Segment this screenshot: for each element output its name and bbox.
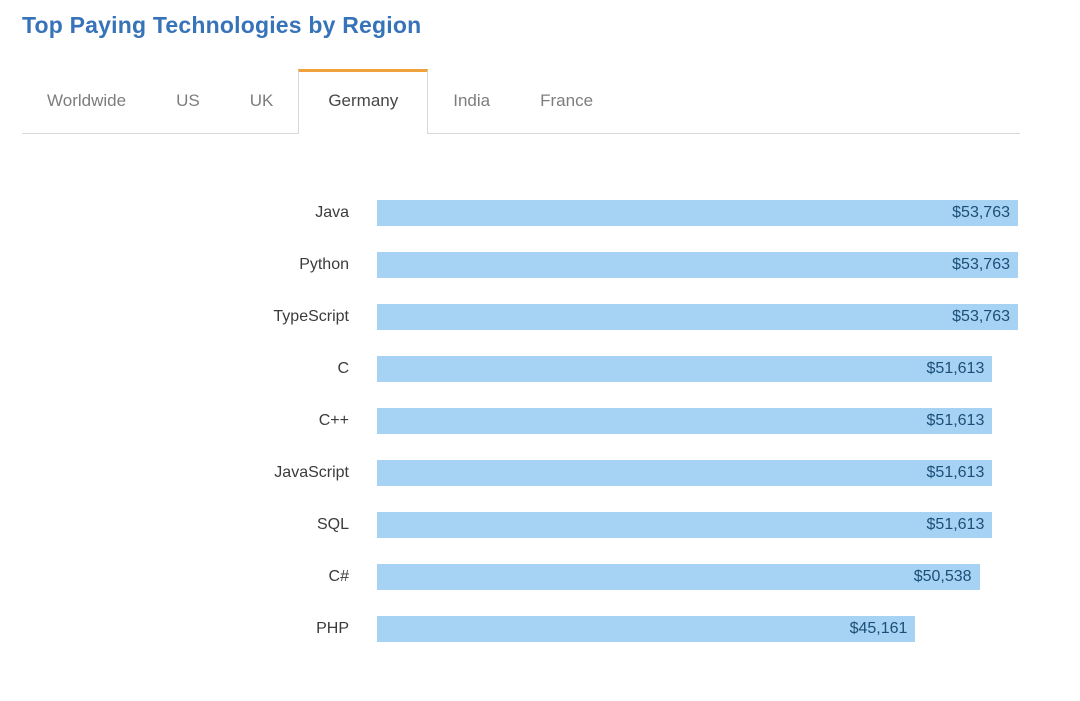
- chart-row: C $51,613: [0, 356, 1080, 382]
- tab-worldwide[interactable]: Worldwide: [47, 91, 127, 110]
- bar: $53,763: [377, 200, 1018, 226]
- bar: $45,161: [377, 616, 916, 642]
- bar: $53,763: [377, 252, 1018, 278]
- tab-uk[interactable]: UK: [249, 91, 274, 110]
- chart-row: C++ $51,613: [0, 408, 1080, 434]
- bar-track: $53,763: [377, 252, 1018, 278]
- region-tabs: Worldwide US UK Germany India France: [22, 69, 1020, 134]
- bar: $51,613: [377, 356, 993, 382]
- bar: $51,613: [377, 512, 993, 538]
- category-label: C++: [318, 412, 349, 429]
- tab-france[interactable]: France: [540, 91, 594, 110]
- tab-india[interactable]: India: [453, 91, 491, 110]
- bar-value-label: $45,161: [849, 620, 908, 637]
- page: Top Paying Technologies by Region Worldw…: [0, 12, 1080, 642]
- category-label: C: [337, 360, 349, 377]
- bar-track: $50,538: [377, 564, 1018, 590]
- chart-row: SQL $51,613: [0, 512, 1080, 538]
- bar-track: $45,161: [377, 616, 1018, 642]
- category-label: Python: [299, 256, 349, 273]
- region-tabbar: Worldwide US UK Germany India France: [22, 69, 1020, 134]
- bar-value-label: $53,763: [952, 308, 1010, 325]
- chart-row: Python $53,763: [0, 252, 1080, 278]
- bar: $51,613: [377, 408, 993, 434]
- bar-value-label: $51,613: [926, 516, 985, 533]
- chart-row: Java $53,763: [0, 200, 1080, 226]
- category-label: C#: [328, 568, 349, 585]
- bar-track: $53,763: [377, 304, 1018, 330]
- tab-germany[interactable]: Germany: [298, 69, 429, 134]
- bar: $53,763: [377, 304, 1018, 330]
- bar: $50,538: [377, 564, 980, 590]
- bar-track: $53,763: [377, 200, 1018, 226]
- bar-value-label: $51,613: [926, 360, 985, 377]
- chart-row: JavaScript $51,613: [0, 460, 1080, 486]
- chart-row: C# $50,538: [0, 564, 1080, 590]
- bar-track: $51,613: [377, 460, 1018, 486]
- bar-track: $51,613: [377, 408, 1018, 434]
- category-label: JavaScript: [274, 464, 349, 481]
- page-title: Top Paying Technologies by Region: [22, 12, 422, 38]
- bar-value-label: $51,613: [926, 412, 985, 429]
- tab-us[interactable]: US: [176, 91, 200, 110]
- bar-track: $51,613: [377, 356, 1018, 382]
- category-label: PHP: [316, 620, 349, 637]
- bar-chart: Java $53,763 Python $53,763 TypeScript $53,76…: [0, 200, 1080, 642]
- category-label: TypeScript: [273, 308, 349, 325]
- category-label: SQL: [316, 516, 349, 533]
- bar-value-label: $53,763: [952, 204, 1010, 221]
- chart-row: TypeScript $53,763: [0, 304, 1080, 330]
- chart-row: PHP $45,161: [0, 616, 1080, 642]
- category-label: Java: [315, 204, 349, 221]
- bar-value-label: $53,763: [952, 256, 1010, 273]
- bar: $51,613: [377, 460, 993, 486]
- bar-value-label: $50,538: [913, 568, 972, 585]
- bar-track: $51,613: [377, 512, 1018, 538]
- bar-value-label: $51,613: [926, 464, 985, 481]
